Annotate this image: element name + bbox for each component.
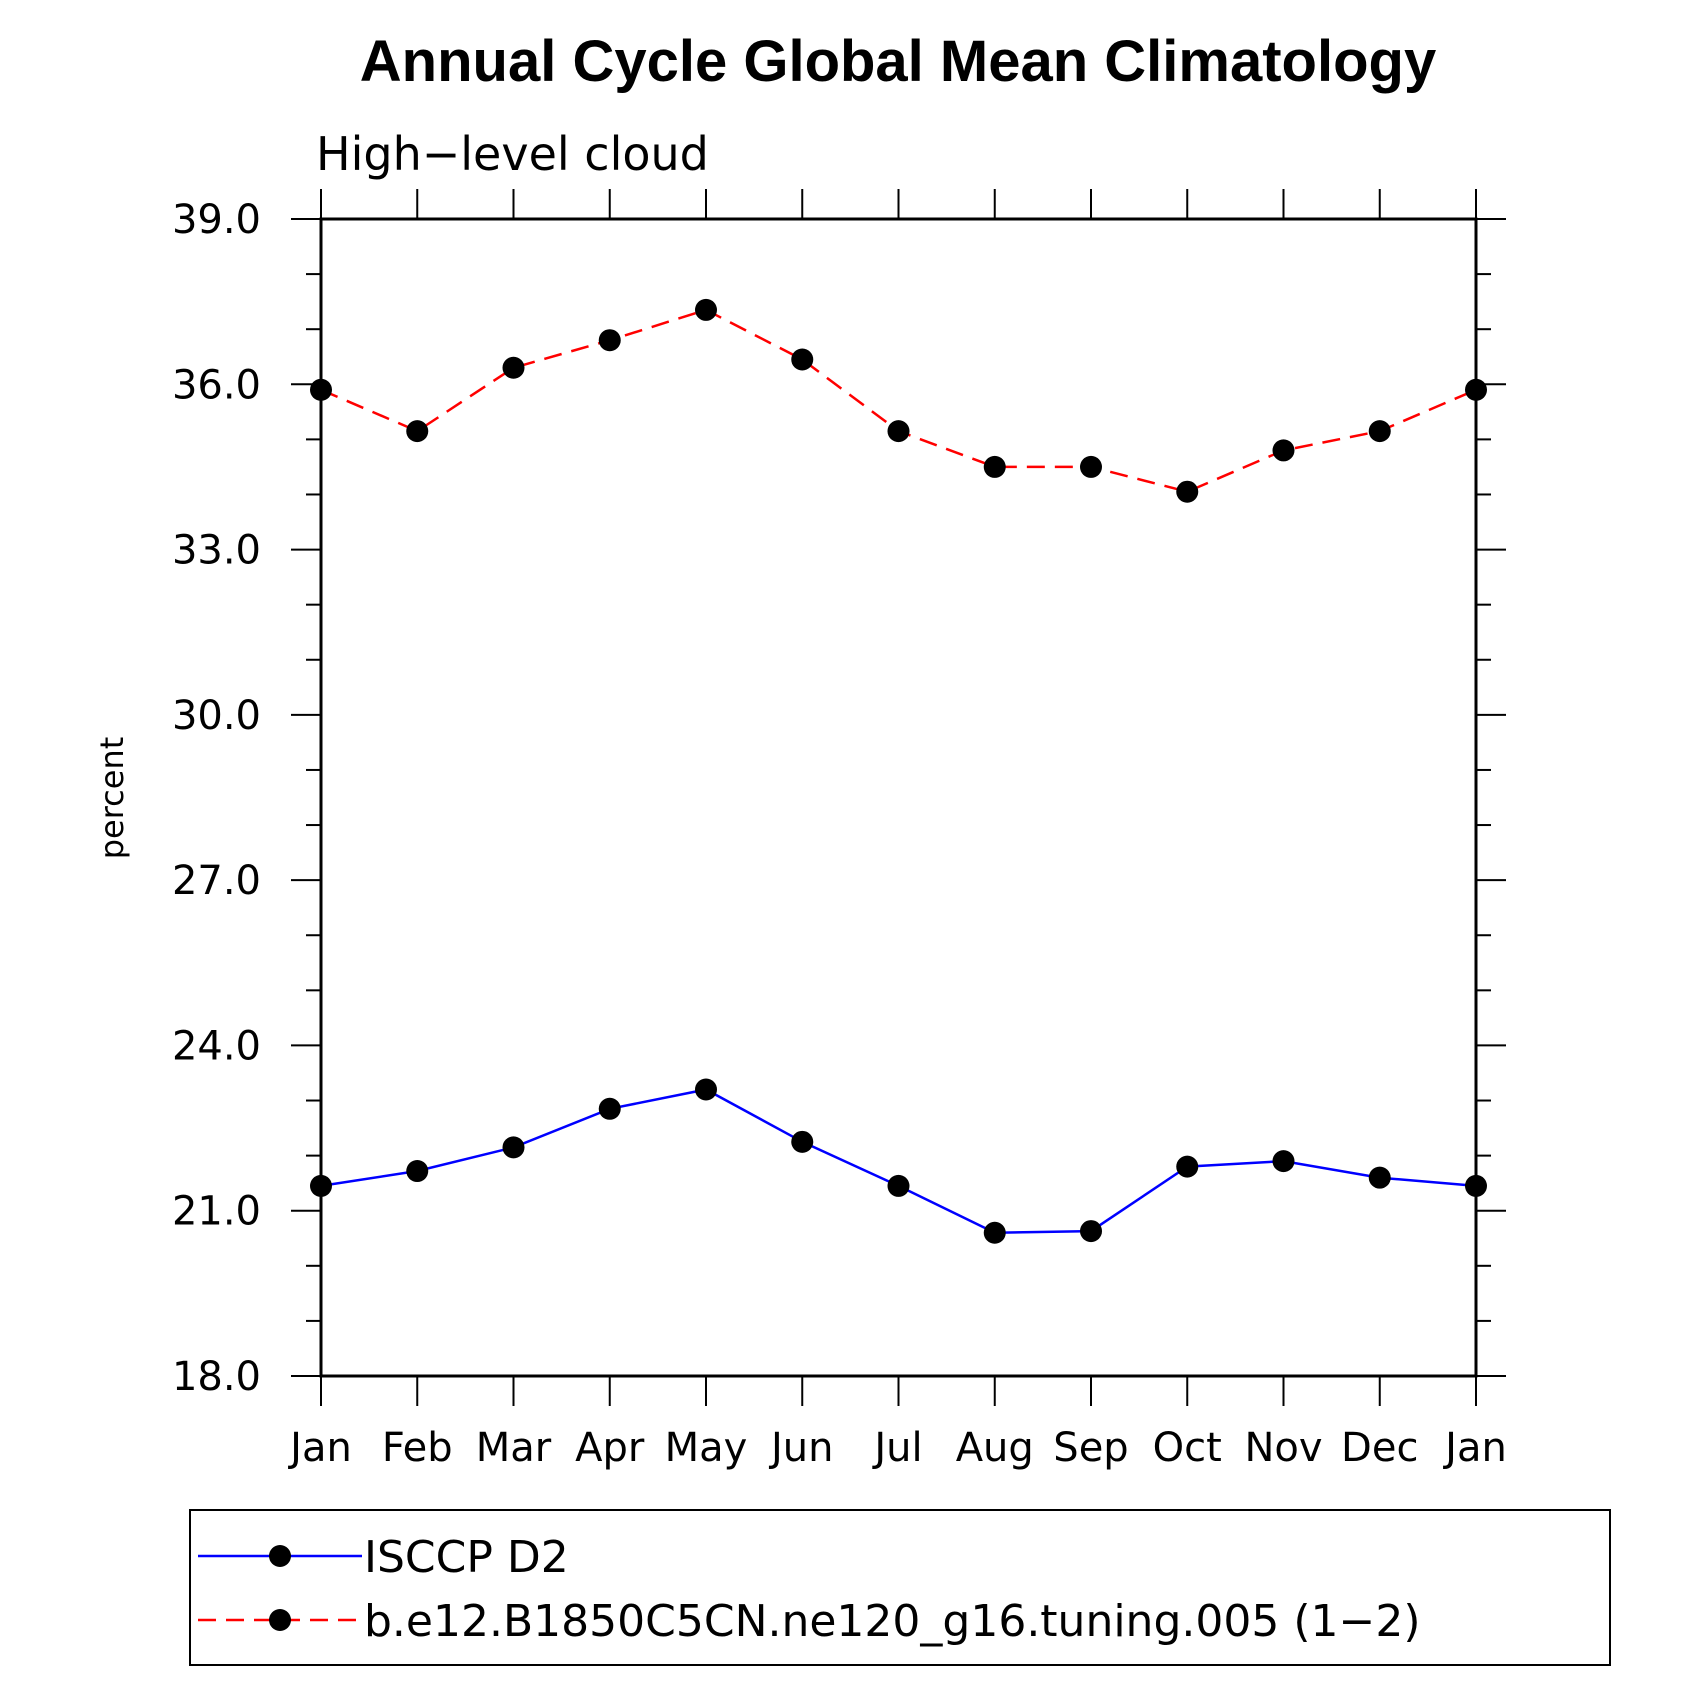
x-tick-label: Aug — [956, 1425, 1034, 1471]
data-point — [502, 1136, 525, 1159]
legend-swatch-marker — [269, 1609, 291, 1631]
data-point — [406, 420, 429, 443]
data-point — [1080, 455, 1102, 478]
data-point — [695, 298, 717, 321]
x-tick-label: Nov — [1244, 1425, 1322, 1471]
data-point — [887, 1174, 910, 1197]
x-tick-label: Sep — [1053, 1425, 1128, 1471]
series-lines — [320, 308, 1477, 1235]
data-point — [598, 1097, 621, 1120]
data-point — [1272, 439, 1295, 462]
data-point — [310, 378, 332, 401]
legend-label: ISCCP D2 — [364, 1532, 569, 1583]
x-tick-label: Jan — [287, 1425, 352, 1471]
plot-frame — [319, 217, 1478, 1378]
y-tick-label: 27.0 — [172, 858, 261, 904]
x-tick-labels: Jan Feb Mar Apr May Jun Jul Aug Sep Oct Nov Dec Jan — [287, 1425, 1507, 1471]
y-tick-label: 18.0 — [172, 1354, 261, 1400]
x-tick-label: May — [665, 1425, 748, 1471]
x-tick-label: Apr — [575, 1425, 645, 1471]
y-tick-label: 39.0 — [172, 197, 261, 243]
data-point — [598, 329, 621, 352]
data-point — [983, 455, 1006, 478]
data-point — [1272, 1150, 1295, 1173]
data-point — [1465, 378, 1487, 401]
x-tick-label: Jun — [768, 1425, 834, 1471]
data-point — [502, 356, 525, 379]
y-tick-label: 30.0 — [172, 693, 261, 739]
axis-ticks — [291, 189, 1506, 1406]
data-point — [1368, 1166, 1391, 1189]
y-tick-label: 24.0 — [172, 1023, 261, 1069]
x-tick-label: Dec — [1341, 1425, 1418, 1471]
data-point — [791, 348, 814, 371]
series-line — [320, 1088, 1477, 1235]
legend: ISCCP D2 b.e12.B1850C5CN.ne120_g16.tuning… — [189, 1509, 1611, 1666]
x-tick-label: Jul — [871, 1425, 922, 1471]
data-point — [1176, 480, 1199, 503]
legend-label: b.e12.B1850C5CN.ne120_g16.tuning.005 (1−… — [364, 1596, 1421, 1647]
chart-subtitle: High−level cloud — [316, 127, 709, 181]
data-point — [1080, 1220, 1102, 1243]
data-point — [406, 1160, 429, 1183]
x-tick-label: Feb — [382, 1425, 453, 1471]
chart-title: Annual Cycle Global Mean Climatology — [360, 29, 1436, 94]
data-point — [791, 1130, 814, 1153]
data-point — [1465, 1174, 1487, 1197]
x-tick-label: Mar — [476, 1425, 552, 1471]
y-tick-labels: 18.0 21.0 24.0 27.0 30.0 33.0 36.0 39.0 — [172, 197, 261, 1400]
legend-swatch-marker — [269, 1545, 291, 1567]
x-tick-label: Jan — [1442, 1425, 1507, 1471]
data-point — [1368, 420, 1391, 443]
y-tick-label: 33.0 — [172, 528, 261, 574]
series-points — [310, 298, 1487, 1244]
data-point — [310, 1174, 332, 1197]
y-axis-label: percent — [93, 737, 131, 860]
legend-box — [189, 1509, 1611, 1666]
x-tick-label: Oct — [1153, 1425, 1222, 1471]
y-tick-label: 21.0 — [172, 1189, 261, 1235]
data-point — [887, 420, 910, 443]
y-tick-label: 36.0 — [172, 362, 261, 408]
data-point — [983, 1221, 1006, 1244]
data-point — [1176, 1155, 1199, 1178]
data-point — [695, 1078, 717, 1101]
series-line — [320, 308, 1477, 494]
